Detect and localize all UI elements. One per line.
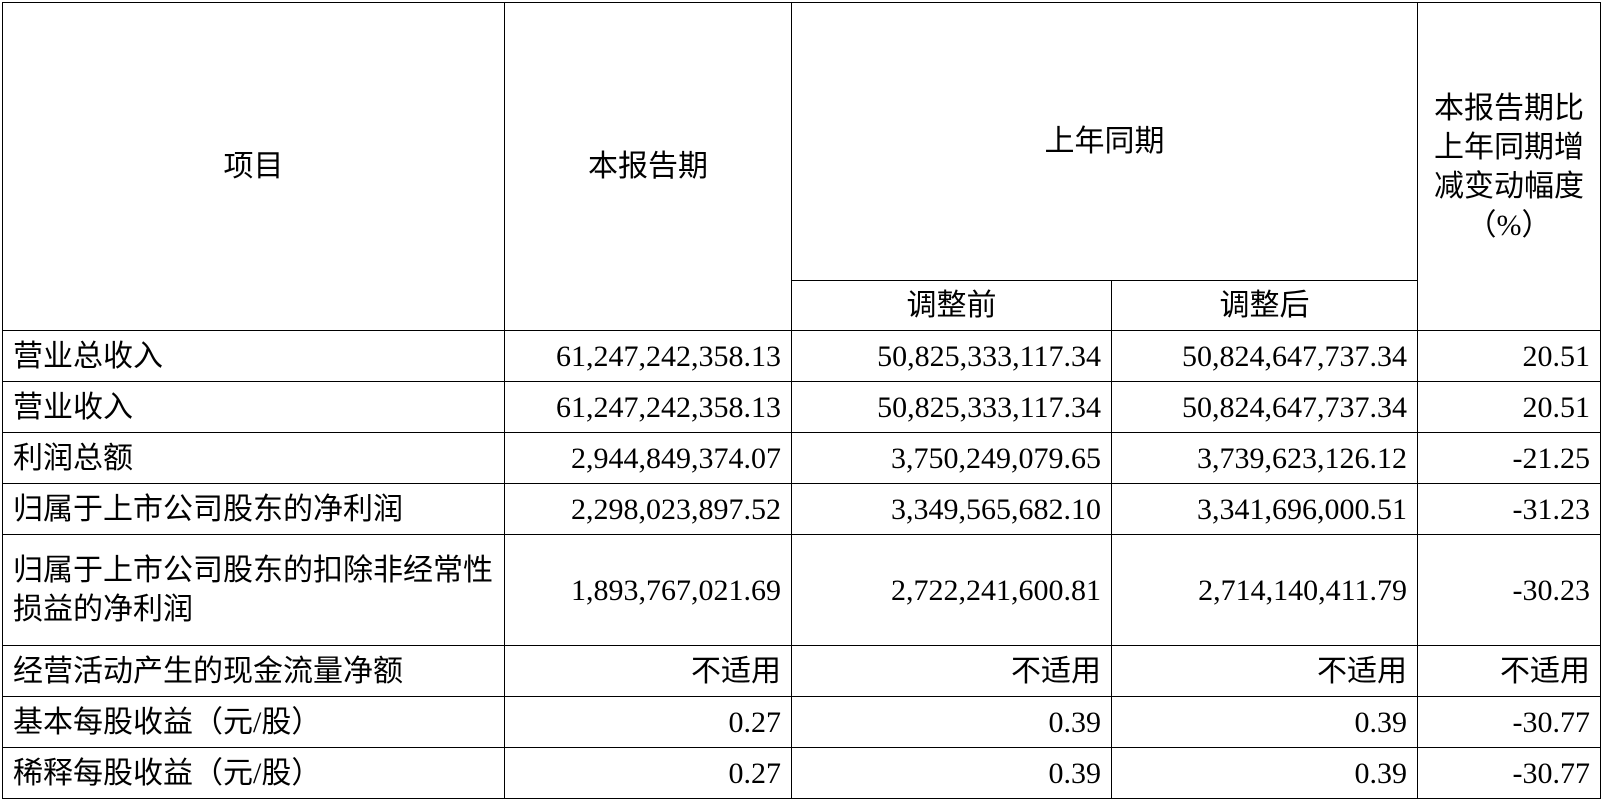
row-label: 经营活动产生的现金流量净额 bbox=[2, 645, 505, 697]
cell-change: -21.25 bbox=[1417, 432, 1601, 484]
table-row: 基本每股收益（元/股） 0.27 0.39 0.39 -30.77 bbox=[2, 696, 1601, 748]
header-cell-before-adjustment: 调整前 bbox=[791, 280, 1112, 331]
cell-current: 1,893,767,021.69 bbox=[504, 534, 792, 646]
cell-change: 20.51 bbox=[1417, 330, 1601, 382]
cell-prior-after: 50,824,647,737.34 bbox=[1111, 381, 1418, 433]
cell-current: 2,944,849,374.07 bbox=[504, 432, 792, 484]
cell-change: -30.77 bbox=[1417, 696, 1601, 748]
row-label: 稀释每股收益（元/股） bbox=[2, 747, 505, 799]
cell-current: 61,247,242,358.13 bbox=[504, 330, 792, 382]
cell-prior-before: 3,750,249,079.65 bbox=[791, 432, 1112, 484]
table-row: 经营活动产生的现金流量净额 不适用 不适用 不适用 不适用 bbox=[2, 645, 1601, 697]
cell-prior-before: 3,349,565,682.10 bbox=[791, 483, 1112, 535]
cell-current: 61,247,242,358.13 bbox=[504, 381, 792, 433]
table-header-row-primary: 项目 本报告期 上年同期 本报告期比上年同期增减变动幅度（%） bbox=[2, 2, 1601, 331]
table-row: 营业总收入 61,247,242,358.13 50,825,333,117.3… bbox=[2, 330, 1601, 382]
cell-current: 0.27 bbox=[504, 747, 792, 799]
row-label: 营业总收入 bbox=[2, 330, 505, 382]
cell-prior-before: 50,825,333,117.34 bbox=[791, 381, 1112, 433]
table-row: 利润总额 2,944,849,374.07 3,750,249,079.65 3… bbox=[2, 432, 1601, 484]
cell-current: 不适用 bbox=[504, 645, 792, 697]
row-label: 利润总额 bbox=[2, 432, 505, 484]
cell-prior-after: 3,739,623,126.12 bbox=[1111, 432, 1418, 484]
table-row: 归属于上市公司股东的扣除非经常性损益的净利润 1,893,767,021.69 … bbox=[2, 534, 1601, 646]
cell-change: -31.23 bbox=[1417, 483, 1601, 535]
header-cell-after-adjustment: 调整后 bbox=[1111, 280, 1418, 331]
cell-prior-after: 0.39 bbox=[1111, 696, 1418, 748]
cell-prior-before: 50,825,333,117.34 bbox=[791, 330, 1112, 382]
cell-current: 0.27 bbox=[504, 696, 792, 748]
table-row: 归属于上市公司股东的净利润 2,298,023,897.52 3,349,565… bbox=[2, 483, 1601, 535]
table-header-row-sub: 调整前 调整后 bbox=[3, 280, 1601, 331]
cell-prior-after: 不适用 bbox=[1111, 645, 1418, 697]
cell-change: -30.23 bbox=[1417, 534, 1601, 646]
financial-summary-table: 项目 本报告期 上年同期 本报告期比上年同期增减变动幅度（%） 调整前 调整后 … bbox=[2, 2, 1601, 799]
cell-prior-after: 2,714,140,411.79 bbox=[1111, 534, 1418, 646]
row-label: 基本每股收益（元/股） bbox=[2, 696, 505, 748]
table-row: 稀释每股收益（元/股） 0.27 0.39 0.39 -30.77 bbox=[2, 747, 1601, 799]
cell-prior-after: 3,341,696,000.51 bbox=[1111, 483, 1418, 535]
header-cell-current-period: 本报告期 bbox=[504, 2, 792, 331]
cell-current: 2,298,023,897.52 bbox=[504, 483, 792, 535]
row-label: 归属于上市公司股东的扣除非经常性损益的净利润 bbox=[2, 534, 505, 646]
cell-prior-after: 50,824,647,737.34 bbox=[1111, 330, 1418, 382]
row-label: 营业收入 bbox=[2, 381, 505, 433]
row-label: 归属于上市公司股东的净利润 bbox=[2, 483, 505, 535]
cell-prior-before: 0.39 bbox=[791, 747, 1112, 799]
cell-prior-before: 2,722,241,600.81 bbox=[791, 534, 1112, 646]
cell-prior-after: 0.39 bbox=[1111, 747, 1418, 799]
header-cell-prior-period: 上年同期 bbox=[791, 2, 1418, 281]
header-cell-item: 项目 bbox=[2, 2, 505, 331]
cell-prior-before: 0.39 bbox=[791, 696, 1112, 748]
table-row: 营业收入 61,247,242,358.13 50,825,333,117.34… bbox=[2, 381, 1601, 433]
cell-change: 不适用 bbox=[1417, 645, 1601, 697]
cell-prior-before: 不适用 bbox=[791, 645, 1112, 697]
cell-change: 20.51 bbox=[1417, 381, 1601, 433]
cell-change: -30.77 bbox=[1417, 747, 1601, 799]
header-cell-change-percent: 本报告期比上年同期增减变动幅度（%） bbox=[1417, 2, 1601, 331]
